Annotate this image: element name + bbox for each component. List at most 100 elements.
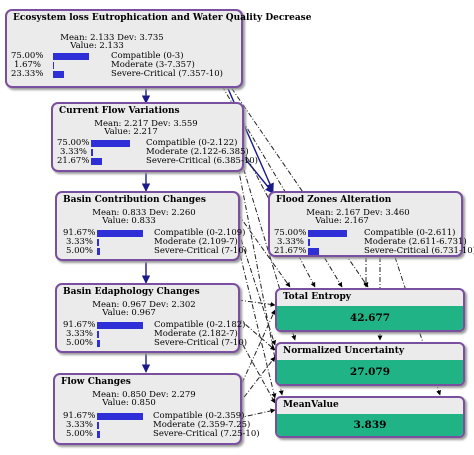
output-value: 27.079 — [277, 360, 463, 384]
state-label: Severe-Critical (7.357-10) — [111, 69, 223, 79]
state-probability-bar — [97, 230, 143, 237]
state-row: 91.67% Compatible (0-2.109) — [57, 228, 245, 238]
node-title: Flood Zones Alteration — [276, 195, 392, 205]
state-percentage: 3.33% — [59, 147, 87, 157]
node-mean: Mean: 0.850 Dev: 2.279 — [92, 390, 196, 400]
state-probability-bar — [97, 331, 99, 338]
node-mean: Mean: 0.833 Dev: 2.260 — [92, 208, 196, 218]
state-percentage: 75.00% — [11, 51, 44, 61]
node-flood-zones-alteration[interactable]: Flood Zones Alteration Mean: 2.167 Dev: … — [268, 191, 474, 257]
state-row: 5.00% Severe-Critical (7-10) — [57, 338, 247, 348]
state-probability-bar — [97, 340, 100, 347]
state-row: 91.67% Compatible (0-2.182) — [57, 320, 245, 330]
node-basin-contribution-changes[interactable]: Basin Contribution Changes Mean: 0.833 D… — [55, 191, 247, 261]
node-value: Value: 2.217 — [104, 127, 158, 137]
state-probability-bar — [91, 140, 130, 147]
state-row: 3.33% Moderate (2.359-7.25) — [55, 420, 250, 430]
state-label: Moderate (2.109-7) — [154, 237, 238, 247]
state-probability-bar — [91, 149, 93, 156]
state-percentage: 5.00% — [65, 246, 93, 256]
node-value: Value: 0.967 — [102, 308, 156, 318]
node-value: Value: 2.167 — [315, 216, 369, 226]
state-percentage: 21.67% — [57, 156, 90, 166]
state-label: Moderate (2.611-6.731) — [364, 237, 467, 247]
state-label: Moderate (2.182-7) — [154, 329, 238, 339]
state-row: 75.00% Compatible (0-2.611) — [270, 229, 461, 238]
node-mean: Mean: 2.133 Dev: 3.735 — [60, 33, 164, 43]
state-percentage: 3.33% — [65, 420, 93, 430]
state-label: Compatible (0-2.109) — [154, 228, 246, 238]
state-row: 91.67% Compatible (0-2.359) — [55, 411, 244, 421]
state-percentage: 91.67% — [63, 228, 96, 238]
node-current-flow-variations[interactable]: Current Flow Variations Mean: 2.217 Dev:… — [51, 102, 258, 172]
output-value: 3.839 — [277, 414, 463, 436]
state-probability-bar — [91, 158, 102, 165]
node-title: Current Flow Variations — [59, 106, 180, 116]
state-row: 3.33% Moderate (2.611-6.731) — [270, 237, 467, 247]
state-label: Compatible (0-3) — [111, 51, 184, 61]
state-percentage: 3.33% — [276, 237, 304, 247]
state-percentage: 1.67% — [13, 60, 41, 70]
state-probability-bar — [97, 413, 143, 420]
state-row: 23.33% Severe-Critical (7.357-10) — [7, 70, 241, 79]
state-label: Compatible (0-2.122) — [146, 138, 238, 148]
state-percentage: 23.33% — [11, 69, 44, 79]
state-label: Moderate (3-7.357) — [111, 60, 195, 70]
state-row: 21.67% Severe-Critical (6.731-10) — [270, 246, 474, 256]
output-title: Total Entropy — [283, 292, 352, 302]
node-basin-edaphology-changes[interactable]: Basin Edaphology Changes Mean: 0.967 Dev… — [55, 283, 247, 353]
state-label: Compatible (0-2.182) — [154, 320, 246, 330]
state-probability-bar — [97, 422, 99, 429]
state-label: Severe-Critical (7-10) — [154, 338, 248, 348]
state-probability-bar — [308, 230, 347, 237]
state-row: 3.33% Moderate (2.182-7) — [57, 330, 238, 339]
state-row: 5.00% Severe-Critical (7-10) — [57, 246, 247, 256]
state-probability-bar — [53, 53, 89, 60]
output-value: 42.677 — [277, 306, 463, 330]
state-label: Severe-Critical (7.25-10) — [153, 429, 260, 439]
node-flow-changes[interactable]: Flow Changes Mean: 0.850 Dev: 2.279 Valu… — [53, 373, 260, 445]
output-mean-value[interactable]: MeanValue 3.839 — [275, 396, 465, 438]
state-probability-bar — [97, 248, 100, 255]
state-row: 1.67% Moderate (3-7.357) — [7, 61, 241, 70]
state-percentage: 21.67% — [274, 246, 307, 256]
state-probability-bar — [97, 431, 100, 438]
node-title: Flow Changes — [61, 377, 131, 387]
state-percentage: 5.00% — [65, 338, 93, 348]
node-value: Value: 0.850 — [102, 398, 156, 408]
state-label: Moderate (2.359-7.25) — [153, 420, 251, 430]
state-probability-bar — [97, 322, 143, 329]
state-probability-bar — [97, 239, 99, 246]
state-percentage: 5.00% — [65, 429, 93, 439]
state-percentage: 91.67% — [63, 320, 96, 330]
state-row: 75.00% Compatible (0-3) — [7, 52, 241, 61]
state-label: Severe-Critical (7-10) — [154, 246, 248, 256]
state-probability-bar — [308, 239, 310, 246]
state-row: 3.33% Moderate (2.109-7) — [57, 238, 238, 247]
node-mean: Mean: 0.967 Dev: 2.302 — [92, 300, 196, 310]
node-value: Value: 0.833 — [102, 216, 156, 226]
state-label: Compatible (0-2.611) — [364, 228, 456, 238]
state-label: Compatible (0-2.359) — [153, 411, 245, 421]
state-percentage: 75.00% — [57, 138, 90, 148]
state-probability-bar — [53, 62, 54, 69]
state-probability-bar — [308, 248, 319, 255]
link-eco-to-flood — [225, 83, 274, 192]
state-label: Severe-Critical (6.731-10) — [364, 246, 474, 256]
output-normalized-uncertainty[interactable]: Normalized Uncertainty 27.079 — [275, 342, 465, 386]
state-row: 3.33% Moderate (2.122-6.385) — [53, 147, 249, 157]
node-title: Ecosystem loss Eutrophication and Water … — [13, 13, 312, 23]
node-mean: Mean: 2.167 Dev: 3.460 — [306, 208, 410, 218]
state-percentage: 91.67% — [63, 411, 96, 421]
state-percentage: 3.33% — [65, 237, 93, 247]
state-row: 21.67% Severe-Critical (6.385-10) — [53, 156, 258, 166]
node-mean: Mean: 2.217 Dev: 3.559 — [94, 119, 198, 129]
output-title: Normalized Uncertainty — [283, 346, 405, 356]
node-title: Basin Edaphology Changes — [63, 287, 200, 297]
node-ecosystem-loss[interactable]: Ecosystem loss Eutrophication and Water … — [5, 9, 311, 88]
state-percentage: 3.33% — [65, 329, 93, 339]
node-value: Value: 2.133 — [70, 41, 124, 51]
node-title: Basin Contribution Changes — [63, 195, 206, 205]
state-label: Severe-Critical (6.385-10) — [146, 156, 258, 166]
output-total-entropy[interactable]: Total Entropy 42.677 — [275, 288, 465, 332]
